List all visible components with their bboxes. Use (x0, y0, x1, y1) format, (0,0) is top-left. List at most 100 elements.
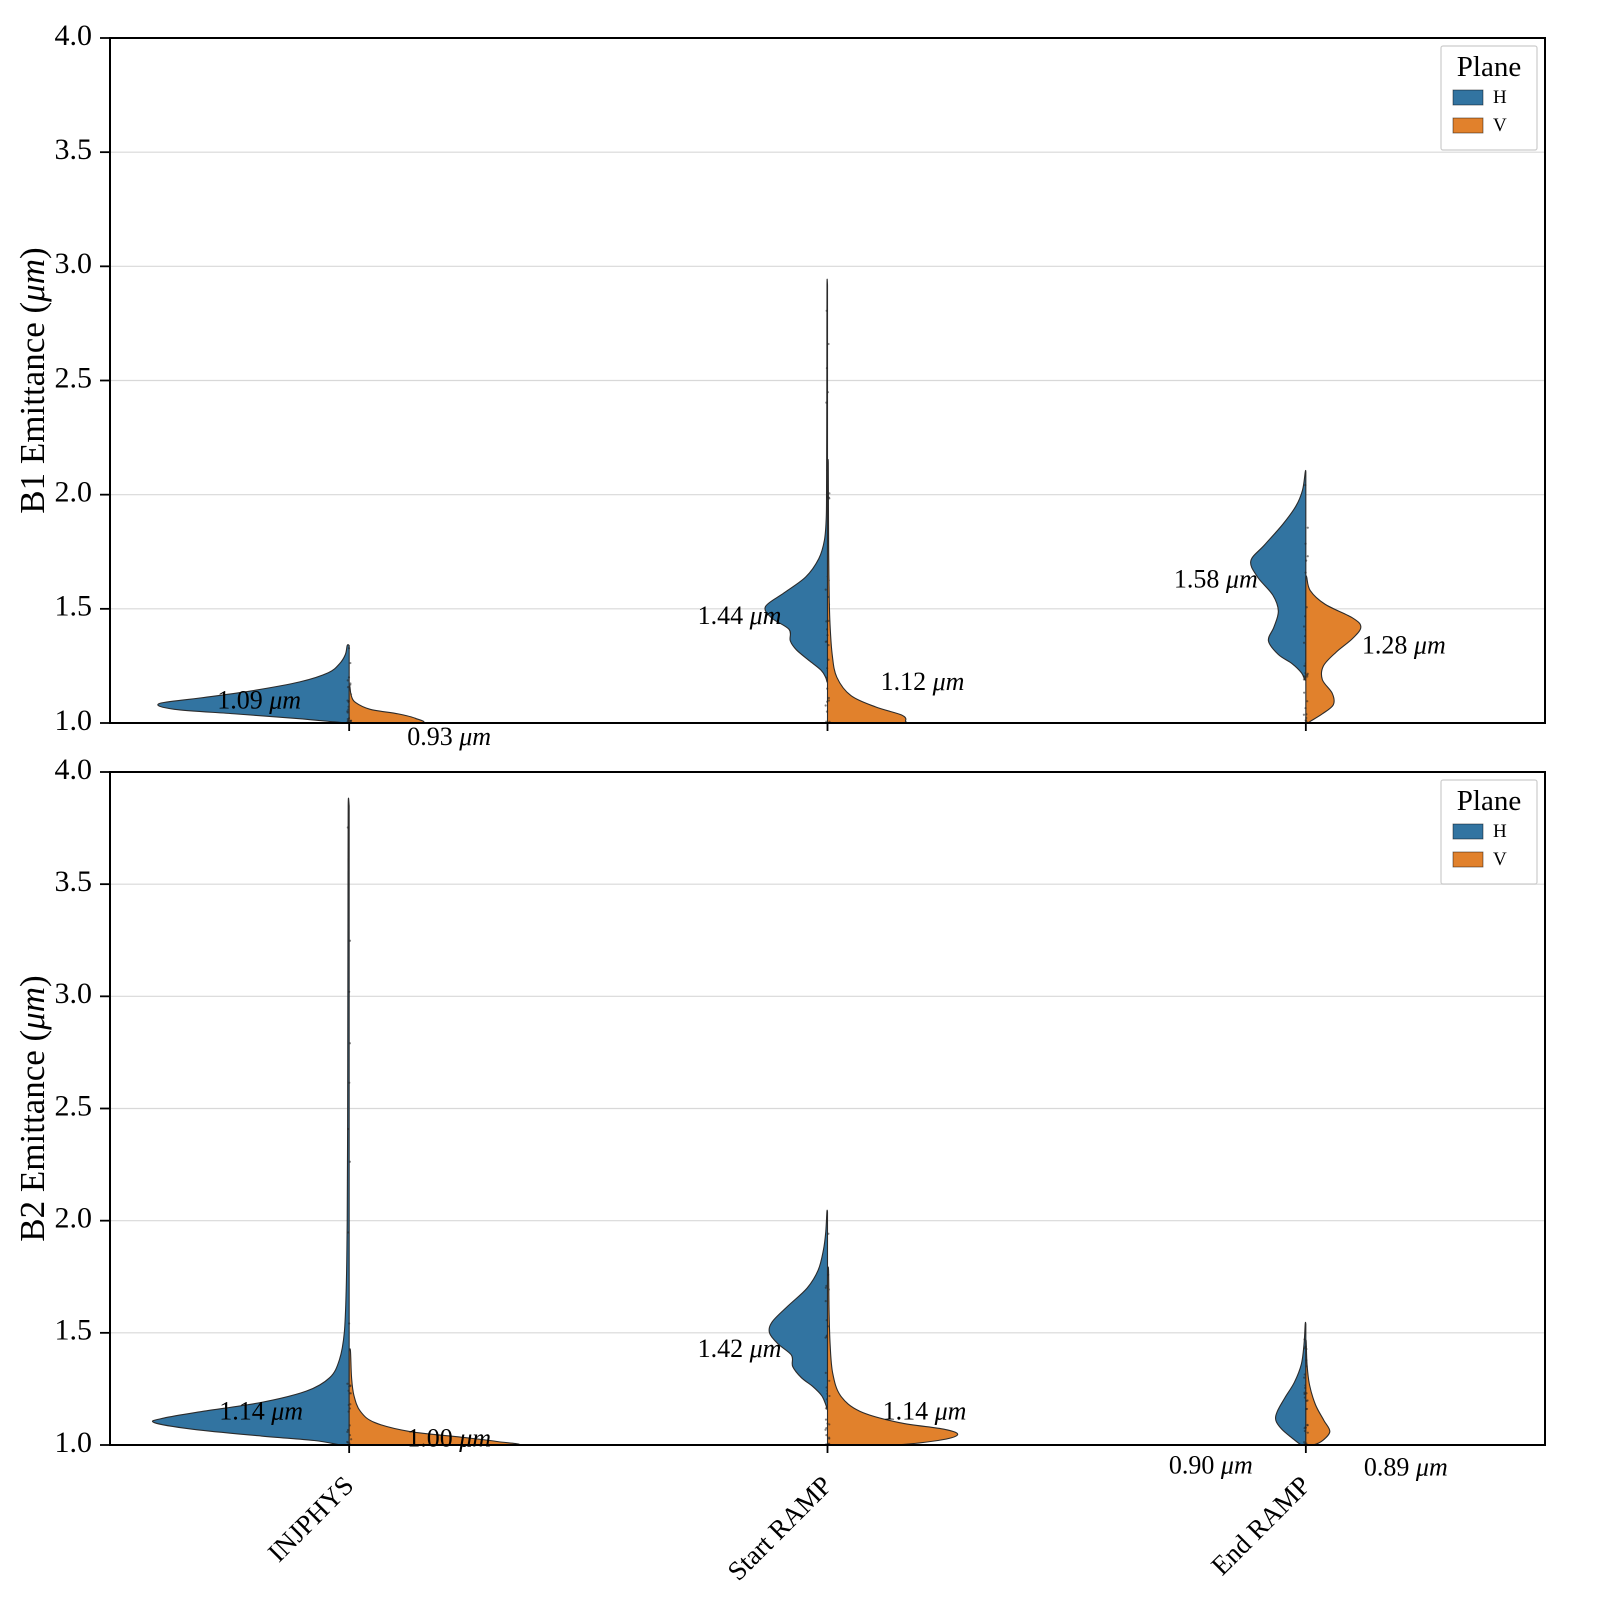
strip-point (346, 826, 349, 829)
strip-point (347, 1231, 350, 1234)
y-tick-label: 4.0 (55, 753, 93, 786)
legend-swatch-h (1452, 89, 1484, 106)
strip-point (1306, 526, 1309, 529)
strip-point (827, 342, 830, 346)
legend-swatch-v (1452, 851, 1484, 868)
violin-b1-injphys-h (157, 644, 350, 723)
strip-point (824, 1371, 827, 1375)
annotation-b1-injphys-h: 1.09 μm (217, 685, 301, 714)
strip-point (825, 1319, 828, 1322)
strip-point (826, 496, 829, 499)
strip-point (1303, 615, 1307, 618)
y-tick-label: 1.0 (55, 704, 93, 737)
strip-point (828, 1394, 831, 1398)
y-tick-label: 1.5 (55, 1314, 93, 1347)
strip-point (1304, 706, 1307, 710)
violin-b1-start-ramp-h (764, 278, 829, 683)
strip-point (825, 1434, 828, 1437)
strip-point (1303, 691, 1306, 694)
y-tick-label: 3.0 (55, 247, 93, 280)
violin-b1-end-ramp-v (1305, 575, 1362, 723)
panel-b2: 1.0 1.5 2.0 2.5 3.0 3.5 4.0 B2 Emittance (μm) IN… (13, 753, 1546, 1586)
annotation-b2-start-ramp-h: 1.42 μm (698, 1334, 782, 1363)
strip-point (346, 710, 349, 713)
legend-swatch-v (1452, 117, 1484, 134)
strip-point (347, 705, 350, 708)
y-tick-label: 1.0 (55, 1426, 93, 1459)
strip-point (347, 1410, 350, 1413)
strip-point (347, 1127, 350, 1131)
legend-label-h: H (1493, 87, 1507, 108)
strip-point (347, 700, 350, 703)
strip-point (348, 1434, 352, 1437)
violins-b2 (151, 797, 1331, 1445)
annotation-b1-start-ramp-v: 1.12 μm (881, 667, 965, 696)
strip-point (827, 696, 830, 700)
strip-point (349, 1385, 352, 1388)
strip-point (1303, 1347, 1306, 1350)
strip-point (348, 990, 351, 993)
strip-point (826, 667, 829, 670)
strip-point (1306, 1399, 1309, 1402)
strip-point (1305, 559, 1308, 562)
strip-point (1305, 716, 1308, 720)
x-tick-label-end-ramp: End RAMP (1205, 1470, 1316, 1581)
strip-point (1306, 675, 1309, 678)
violin-b2-start-ramp-h (768, 1209, 829, 1410)
strip-point (827, 699, 831, 702)
violin-b1-end-ramp-h (1250, 469, 1307, 681)
strip-point (826, 634, 829, 637)
annotation-b2-end-ramp-h: 0.90 μm (1169, 1450, 1253, 1479)
y-tick-label: 2.0 (55, 1202, 93, 1235)
strip-point (1305, 1392, 1308, 1395)
strip-point (346, 686, 350, 689)
annotation-b2-end-ramp-v: 0.89 μm (1364, 1453, 1448, 1482)
strip-point (1304, 484, 1307, 487)
strip-point (346, 1440, 349, 1444)
strip-point (828, 1379, 831, 1382)
strip-point (825, 401, 828, 404)
strip-point (824, 1286, 827, 1289)
strip-point (346, 1428, 350, 1432)
y-tick-label: 2.5 (55, 361, 93, 394)
violin-b2-end-ramp-v (1305, 1339, 1331, 1445)
strip-point (827, 658, 830, 661)
strip-point (827, 595, 830, 599)
strip-point (1306, 555, 1309, 558)
strip-point (347, 1389, 350, 1392)
y-tick-label: 3.5 (55, 865, 93, 898)
strip-point (1303, 635, 1307, 638)
strip-point (348, 1081, 351, 1084)
legend-title: Plane (1457, 51, 1521, 83)
strip-point (1302, 678, 1306, 681)
strip-point (1304, 1345, 1307, 1348)
strip-point (1305, 1359, 1308, 1362)
strip-point (825, 640, 829, 643)
strip-point (1302, 641, 1306, 644)
y-axis-label-b1: B1 Emittance (μm) (13, 247, 52, 513)
strip-point (1303, 1392, 1306, 1396)
legend-label-v: V (1493, 849, 1507, 870)
strip-point (1305, 606, 1308, 609)
violin-b2-injphys-h (151, 797, 350, 1445)
strip-point (824, 1428, 827, 1431)
strip-point (1306, 1423, 1309, 1426)
strip-point (1306, 700, 1309, 703)
y-axis-label-b2: B2 Emittance (μm) (13, 975, 52, 1241)
strip-point (828, 1423, 831, 1426)
legend-label-v: V (1493, 115, 1507, 136)
strip-point (825, 367, 829, 370)
strip-point (348, 939, 352, 942)
violin-b1-start-ramp-v (826, 458, 907, 723)
strip-point (825, 309, 828, 312)
annotation-b1-end-ramp-v: 1.28 μm (1362, 631, 1446, 660)
strip-point (824, 1407, 828, 1410)
strip-point (349, 682, 352, 685)
strip-point (1304, 1386, 1307, 1390)
strip-point (348, 1392, 351, 1395)
strip-point (349, 719, 352, 723)
strip-point (824, 1418, 828, 1421)
legend-label-h: H (1493, 821, 1507, 842)
